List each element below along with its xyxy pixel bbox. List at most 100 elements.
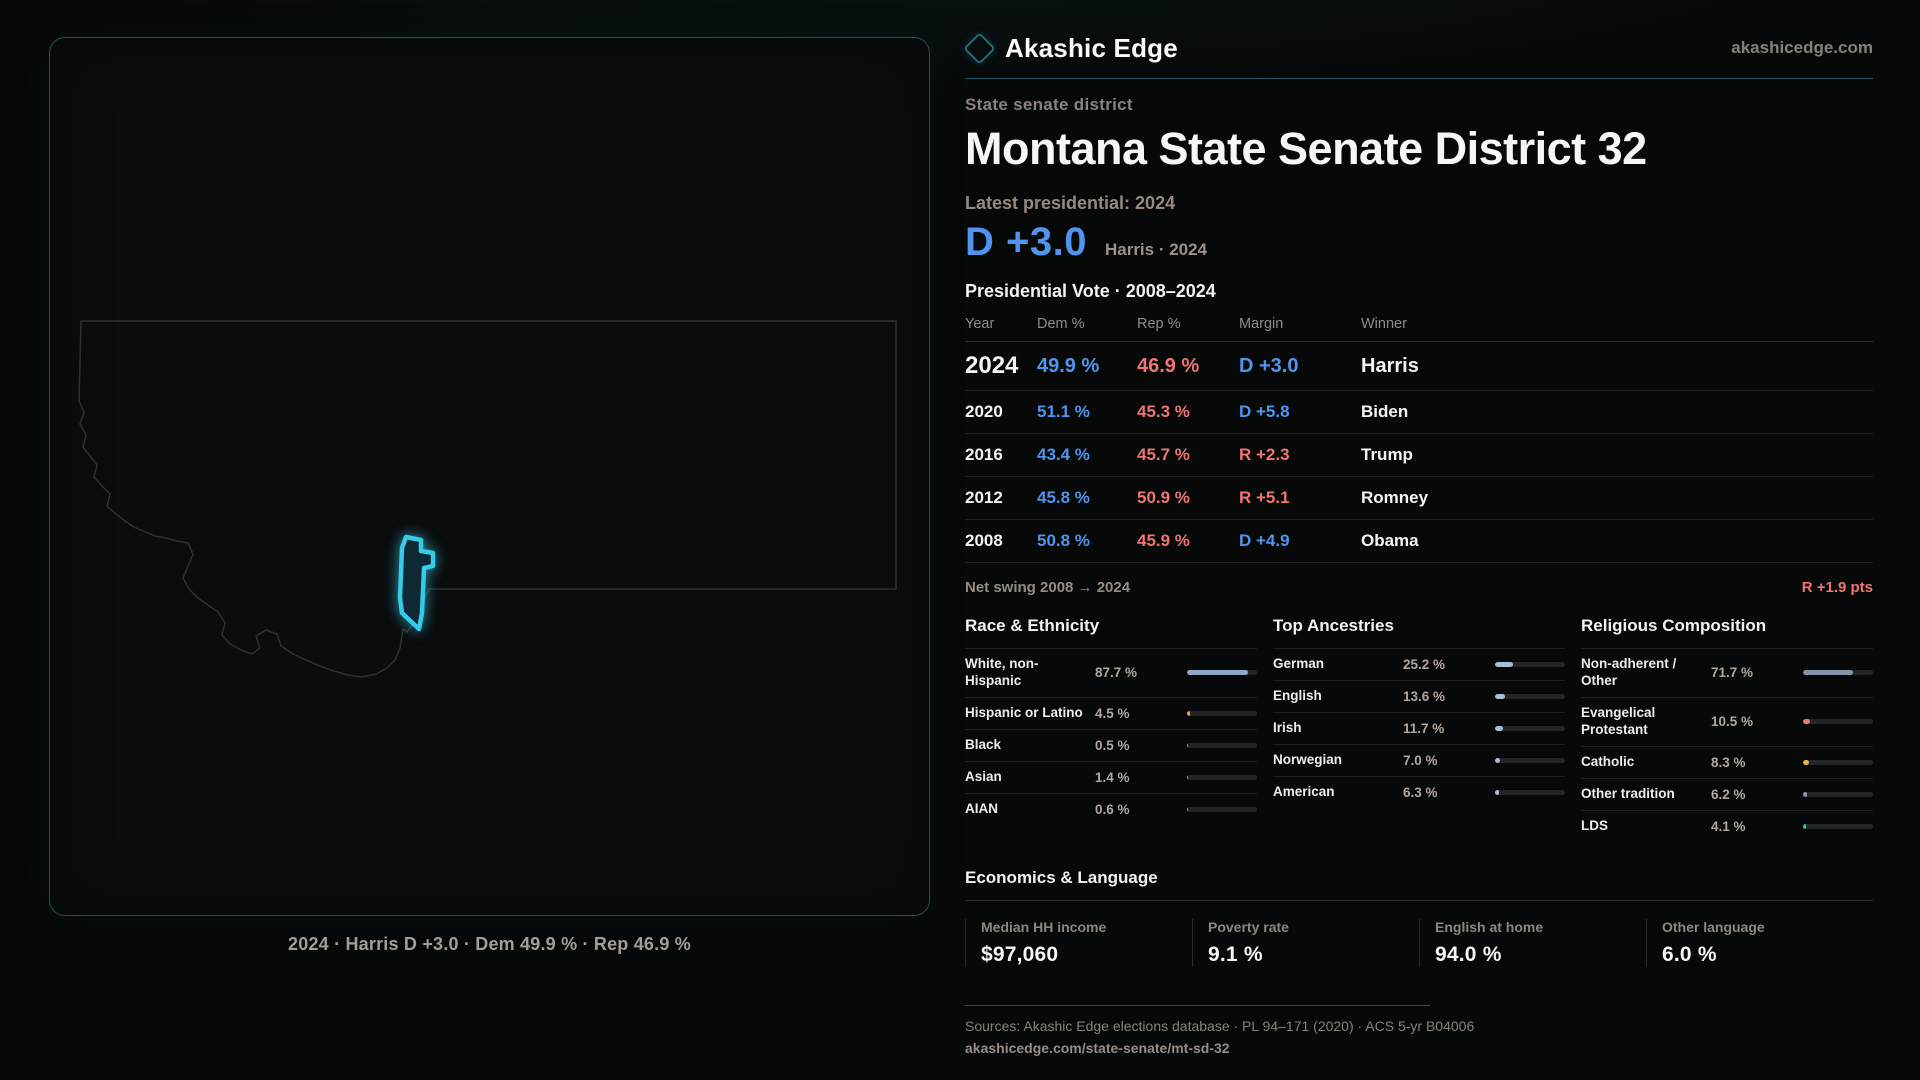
brand-name: Akashic Edge: [1005, 32, 1178, 63]
stat-value: 9.1 %: [1208, 942, 1263, 966]
demo-row: Catholic 8.3 %: [1581, 745, 1873, 778]
demo-label: American: [1273, 784, 1335, 800]
demo-row: LDS 4.1 %: [1581, 809, 1873, 842]
demo-value: 25.2 %: [1403, 657, 1446, 672]
demo-value: 13.6 %: [1403, 689, 1446, 704]
ancestry-column: Top Ancestries German 25.2 % English 13.…: [1273, 616, 1565, 842]
col-header-winner: Winner: [1361, 316, 1407, 332]
cell-rep-pct: 46.9 %: [1137, 354, 1200, 377]
demo-value: 7.0 %: [1403, 753, 1438, 768]
demo-row: English 13.6 %: [1273, 680, 1565, 712]
headline-margin: D +3.0: [965, 220, 1087, 264]
demo-row: Norwegian 7.0 %: [1273, 744, 1565, 776]
col-header-margin: Margin: [1239, 316, 1284, 332]
brand-diamond-icon: [963, 31, 996, 65]
stat-value: 6.0 %: [1662, 942, 1717, 966]
demo-value: 4.5 %: [1095, 705, 1130, 721]
demo-row: German 25.2 %: [1273, 648, 1565, 680]
cell-year: 2020: [965, 402, 1003, 421]
montana-map: [78, 320, 897, 678]
table-row[interactable]: 2008 50.8 % 45.9 % D +4.9 Obama: [965, 520, 1873, 563]
stat-bar: [1495, 758, 1565, 763]
state-outline: [78, 320, 897, 678]
table-row[interactable]: 2024 49.9 % 46.9 % D +3.0 Harris: [965, 342, 1873, 391]
map-caption: 2024 · Harris D +3.0 · Dem 49.9 % · Rep …: [288, 934, 691, 954]
demo-row: American 6.3 %: [1273, 776, 1565, 808]
col-header-dem: Dem %: [1037, 316, 1085, 332]
table-row[interactable]: 2012 45.8 % 50.9 % R +5.1 Romney: [965, 477, 1873, 520]
race-ethnicity-title: Race & Ethnicity: [965, 616, 1100, 635]
footer-url[interactable]: akashicedge.com/state-senate/mt-sd-32: [965, 1039, 1230, 1056]
brand-domain[interactable]: akashicedge.com: [1731, 38, 1873, 57]
cell-margin: D +4.9: [1239, 531, 1290, 550]
stat-cell: English at home 94.0 %: [1419, 918, 1646, 967]
economics-divider: [965, 899, 1873, 901]
demo-label: Black: [965, 736, 1002, 752]
demo-label: Non-adherent / Other: [1581, 656, 1677, 688]
cell-winner: Obama: [1361, 531, 1419, 550]
net-swing-row: Net swing 2008 → 2024 R +1.9 pts: [965, 579, 1873, 596]
demo-row: Other tradition 6.2 %: [1581, 777, 1873, 810]
presidential-vote-title: Presidential Vote · 2008–2024: [965, 281, 1216, 301]
demo-label: LDS: [1581, 817, 1608, 833]
stat-value: 94.0 %: [1435, 942, 1502, 966]
demo-row: Irish 11.7 %: [1273, 712, 1565, 744]
net-swing-value: R +1.9 pts: [1801, 579, 1873, 596]
demo-value: 71.7 %: [1711, 665, 1754, 681]
district-map-panel[interactable]: [49, 37, 930, 916]
demo-label: Asian: [965, 768, 1002, 784]
cell-dem-pct: 50.8 %: [1037, 531, 1090, 550]
stat-cell: Other language 6.0 %: [1646, 918, 1873, 967]
cell-margin: R +2.3: [1239, 445, 1290, 464]
cell-margin: D +5.8: [1239, 402, 1290, 421]
table-row[interactable]: 2016 43.4 % 45.7 % R +2.3 Trump: [965, 434, 1873, 477]
demo-value: 0.6 %: [1095, 801, 1130, 817]
cell-year: 2016: [965, 445, 1003, 464]
footer-divider: [965, 1004, 1430, 1006]
cell-dem-pct: 45.8 %: [1037, 488, 1090, 507]
demo-row: Asian 1.4 %: [965, 760, 1257, 793]
stat-bar: [1187, 710, 1257, 716]
demo-label: AIAN: [965, 800, 998, 816]
religion-title: Religious Composition: [1581, 616, 1767, 635]
table-header-row: Year Dem % Rep % Margin Winner: [965, 316, 1873, 342]
cell-margin: R +5.1: [1239, 488, 1290, 507]
stat-label: Median HH income: [981, 918, 1107, 935]
stat-bar: [1187, 806, 1257, 812]
cell-dem-pct: 51.1 %: [1037, 402, 1090, 421]
stat-bar: [1495, 662, 1565, 667]
demo-label: Evangelical Protestant: [1581, 704, 1656, 737]
demo-label: German: [1273, 656, 1325, 672]
cell-dem-pct: 43.4 %: [1037, 445, 1090, 464]
table-row[interactable]: 2020 51.1 % 45.3 % D +5.8 Biden: [965, 391, 1873, 434]
cell-year: 2012: [965, 488, 1003, 507]
stat-bar: [1187, 742, 1257, 748]
demo-value: 11.7 %: [1403, 721, 1445, 736]
demographics-section: Race & Ethnicity White, non-Hispanic 87.…: [965, 616, 1873, 842]
stat-bar: [1495, 790, 1565, 795]
cell-winner: Trump: [1361, 445, 1413, 464]
cell-rep-pct: 45.9 %: [1137, 531, 1190, 550]
demo-label: White, non-Hispanic: [965, 656, 1039, 688]
footer-sources: Sources: Akashic Edge elections database…: [965, 1017, 1475, 1034]
cell-year: 2008: [965, 531, 1003, 550]
stat-bar: [1187, 774, 1257, 780]
demo-row: Non-adherent / Other 71.7 %: [1581, 648, 1873, 697]
demo-label: Catholic: [1581, 753, 1635, 769]
stat-cell: Median HH income $97,060: [965, 918, 1192, 967]
demo-row: Hispanic or Latino 4.5 %: [965, 696, 1257, 729]
demo-value: 0.5 %: [1095, 737, 1130, 753]
demo-label: Norwegian: [1273, 752, 1343, 768]
page-title: Montana State Senate District 32: [965, 123, 1647, 174]
stat-label: English at home: [1435, 918, 1544, 935]
stat-bar: [1803, 670, 1873, 676]
header: Akashic Edge akashicedge.com: [963, 30, 1873, 66]
stat-bar: [1803, 823, 1873, 829]
stat-value: $97,060: [981, 942, 1059, 966]
cell-winner: Romney: [1361, 488, 1429, 507]
cell-year: 2024: [965, 352, 1019, 379]
stat-cell: Poverty rate 9.1 %: [1192, 918, 1419, 967]
stat-bar: [1803, 759, 1873, 765]
stat-bar: [1495, 694, 1565, 699]
district-32-shape[interactable]: [397, 534, 436, 632]
